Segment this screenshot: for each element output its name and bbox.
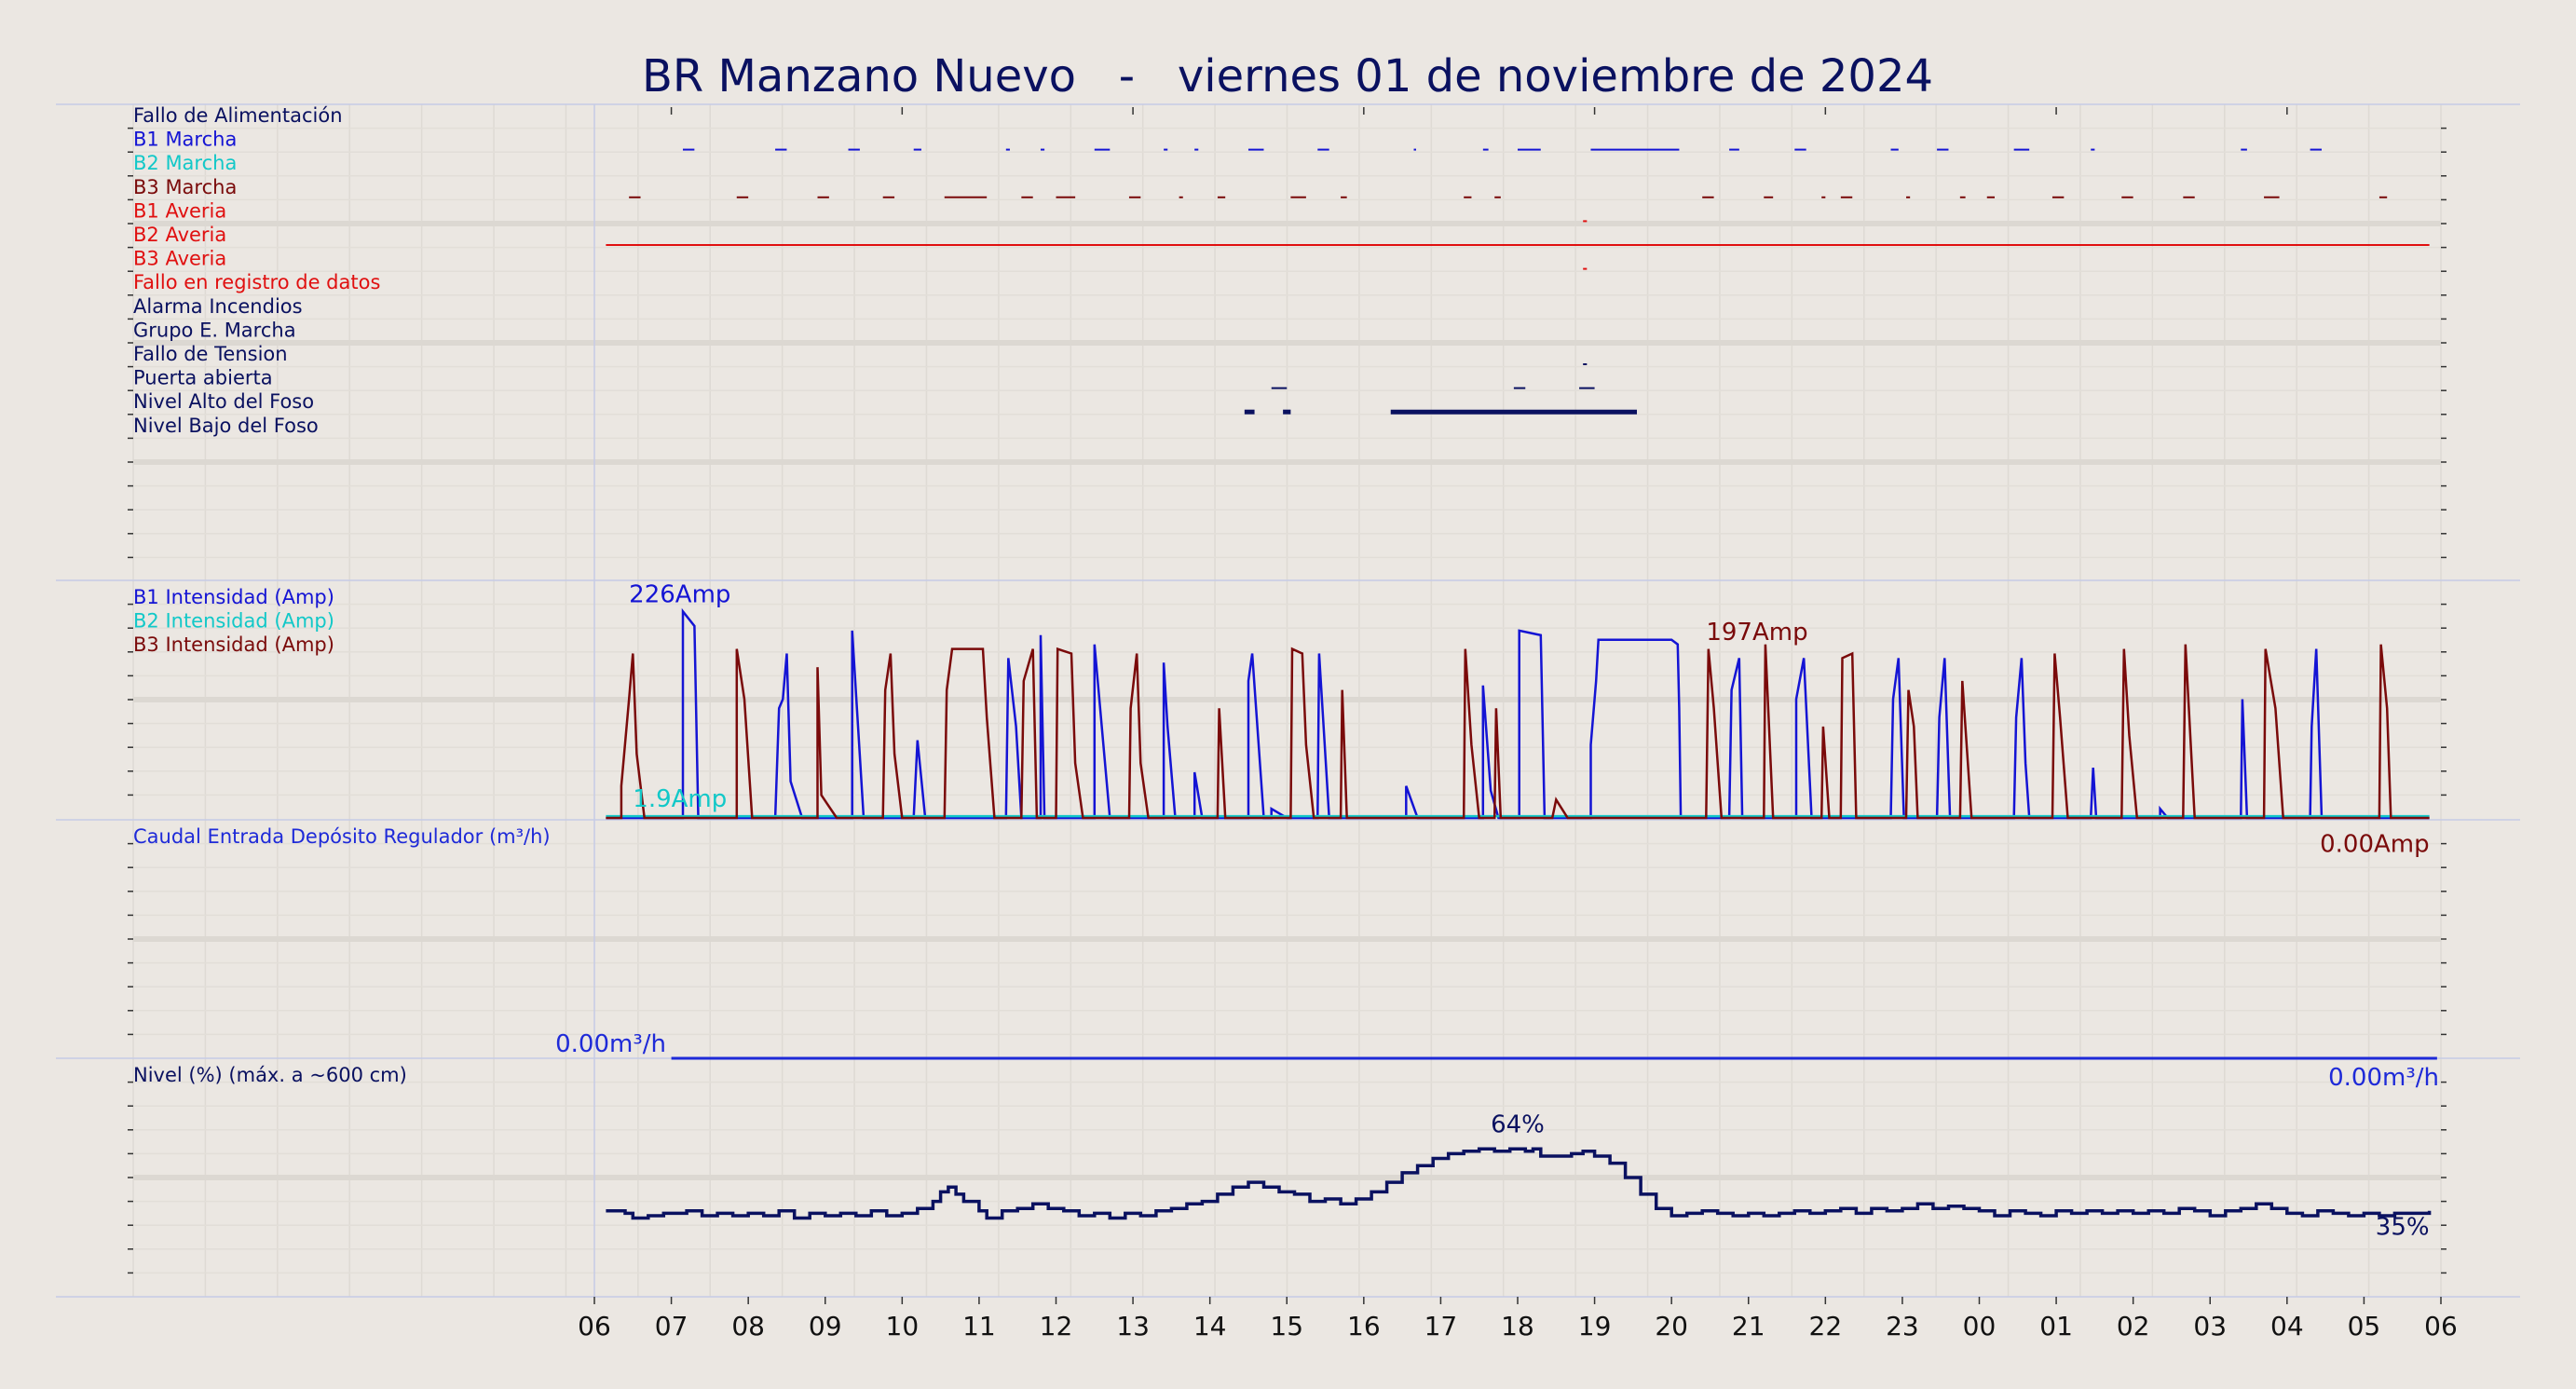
legend-label: Grupo E. Marcha [133,319,296,341]
legend-label: B1 Intensidad (Amp) [133,586,334,608]
x-tick-label: 04 [2270,1311,2304,1341]
legend-label: Fallo de Tension [133,343,288,365]
data-label: 0.00m³/h [2328,1064,2439,1092]
legend-label: Nivel Alto del Foso [133,390,314,413]
legend-label: Fallo de Alimentación [133,104,343,127]
x-tick-label: 05 [2348,1311,2381,1341]
legend-label: B2 Intensidad (Amp) [133,610,334,633]
data-label: 197Amp [1706,619,1807,647]
x-tick-label: 15 [1270,1311,1303,1341]
series-line [606,1147,2432,1220]
series-line [606,644,2430,820]
legend-label: B2 Marcha [133,152,237,174]
x-tick-label: 16 [1347,1311,1381,1341]
chart-title: BR Manzano Nuevo - viernes 01 de noviemb… [642,50,1933,102]
x-tick-label: 17 [1424,1311,1458,1341]
legend-label: Caudal Entrada Depósito Regulador (m³/h) [133,825,551,848]
annotations: 226Amp 1.9Amp 197Amp 0.00Amp 0.00m³/h 0.00m³/… [555,581,2439,1242]
x-axis-ticks: 06 07 08 09 10 11 12 13 14 15 16 17 18 19 20 21 22 23 00 01… [578,1297,2458,1341]
x-tick-label: 09 [809,1311,842,1341]
x-tick-label: 13 [1116,1311,1150,1341]
x-tick-label: 20 [1655,1311,1688,1341]
x-tick-label: 06 [2424,1311,2458,1341]
grid-lines [128,104,2447,1297]
x-tick-label: 08 [731,1311,765,1341]
x-tick-label: 06 [578,1311,611,1341]
x-tick-label: 11 [962,1311,996,1341]
x-tick-label: 19 [1578,1311,1612,1341]
legend-label: B3 Averia [133,248,226,270]
data-label: 64% [1491,1110,1545,1138]
x-tick-label: 12 [1040,1311,1073,1341]
x-tick-label: 02 [2117,1311,2150,1341]
legend-label: B3 Intensidad (Amp) [133,633,334,656]
data-label: 35% [2376,1213,2430,1241]
legend-label: Nivel (%) (máx. a ~600 cm) [133,1064,407,1086]
legend-label: Puerta abierta [133,367,273,389]
data-marks [606,107,2437,1220]
x-tick-label: 22 [1809,1311,1843,1341]
data-label: 226Amp [629,581,730,609]
legend-label: Fallo en registro de datos [133,271,380,293]
x-tick-label: 10 [886,1311,920,1341]
x-tick-label: 07 [655,1311,688,1341]
legend-label: B1 Marcha [133,129,237,151]
legend-label: B3 Marcha [133,176,237,198]
legend-label: Alarma Incendios [133,295,303,318]
x-tick-label: 21 [1732,1311,1765,1341]
legend-label: B2 Averia [133,224,226,246]
data-label: 0.00Amp [2320,830,2430,858]
data-label: 0.00m³/h [555,1030,666,1058]
x-tick-label: 23 [1886,1311,1919,1341]
data-label: 1.9Amp [633,785,727,813]
x-tick-label: 18 [1501,1311,1534,1341]
x-tick-label: 00 [1963,1311,1997,1341]
legend-label: B1 Averia [133,199,226,222]
x-tick-label: 01 [2039,1311,2073,1341]
panel-frames [56,103,2520,1298]
legend-label: Nivel Bajo del Foso [133,415,319,437]
x-tick-label: 03 [2193,1311,2227,1341]
x-tick-label: 14 [1193,1311,1227,1341]
